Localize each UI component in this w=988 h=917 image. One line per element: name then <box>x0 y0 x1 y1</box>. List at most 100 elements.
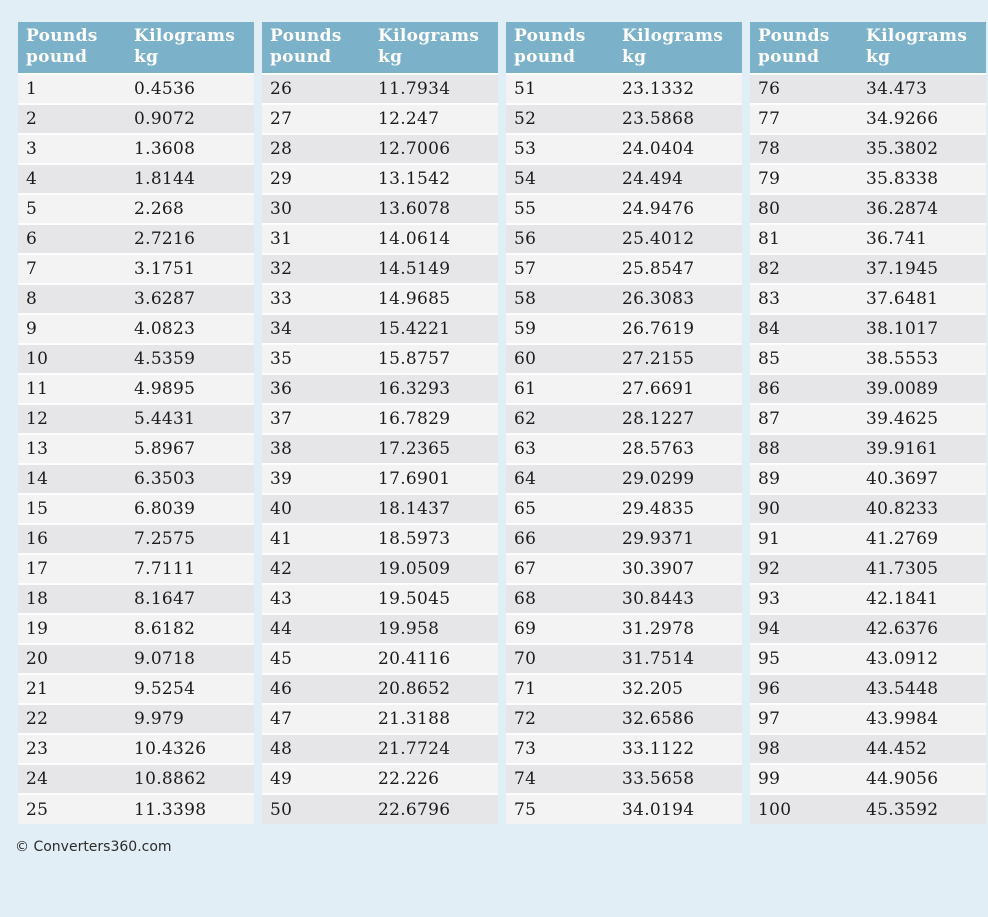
pounds-cell: 59 <box>506 313 614 344</box>
kilograms-cell: 4.5359 <box>126 343 254 374</box>
table-row: 32 14.5149 <box>262 253 498 284</box>
kilograms-cell: 1.8144 <box>126 163 254 194</box>
table-row: 11 4.9895 <box>18 373 254 404</box>
pounds-cell: 24 <box>18 763 126 794</box>
pounds-cell: 19 <box>18 613 126 644</box>
pounds-cell: 32 <box>262 253 370 284</box>
kilograms-cell: 15.8757 <box>370 343 498 374</box>
kilograms-cell: 43.0912 <box>858 643 986 674</box>
table-header-row: Pounds pound Kilograms kg <box>750 22 986 74</box>
table-row: 5 2.268 <box>18 193 254 224</box>
kilograms-cell: 39.0089 <box>858 373 986 404</box>
kilograms-cell: 33.1122 <box>614 733 742 764</box>
pounds-cell: 27 <box>262 103 370 134</box>
pounds-cell: 10 <box>18 343 126 374</box>
kilograms-cell: 43.9984 <box>858 703 986 734</box>
kilograms-cell: 17.6901 <box>370 463 498 494</box>
table-row: 37 16.7829 <box>262 403 498 434</box>
pounds-cell: 90 <box>750 493 858 524</box>
table-row: 31 14.0614 <box>262 223 498 254</box>
kilograms-cell: 38.1017 <box>858 313 986 344</box>
kilograms-cell: 42.6376 <box>858 613 986 644</box>
pounds-cell: 1 <box>18 73 126 104</box>
table-row: 45 20.4116 <box>262 643 498 674</box>
pounds-cell: 7 <box>18 253 126 284</box>
kilograms-cell: 1.3608 <box>126 133 254 164</box>
pounds-cell: 20 <box>18 643 126 674</box>
kilograms-cell: 34.9266 <box>858 103 986 134</box>
table-row: 79 35.8338 <box>750 163 986 194</box>
kilograms-cell: 38.5553 <box>858 343 986 374</box>
kilograms-cell: 25.8547 <box>614 253 742 284</box>
pounds-cell: 2 <box>18 103 126 134</box>
table-row: 89 40.3697 <box>750 463 986 494</box>
pounds-cell: 61 <box>506 373 614 404</box>
table-row: 57 25.8547 <box>506 253 742 284</box>
kilograms-cell: 21.3188 <box>370 703 498 734</box>
pounds-cell: 55 <box>506 193 614 224</box>
table-row: 10 4.5359 <box>18 343 254 374</box>
table-row: 78 35.3802 <box>750 133 986 164</box>
pounds-cell: 23 <box>18 733 126 764</box>
pounds-cell: 87 <box>750 403 858 434</box>
table-row: 42 19.0509 <box>262 553 498 584</box>
pounds-cell: 100 <box>750 793 858 824</box>
pounds-cell: 3 <box>18 133 126 164</box>
pounds-header-cell: Pounds pound <box>262 22 370 74</box>
kilograms-cell: 0.4536 <box>126 73 254 104</box>
kilograms-cell: 26.3083 <box>614 283 742 314</box>
pounds-cell: 9 <box>18 313 126 344</box>
kilograms-cell: 13.6078 <box>370 193 498 224</box>
pounds-cell: 8 <box>18 283 126 314</box>
pounds-cell: 29 <box>262 163 370 194</box>
pounds-cell: 52 <box>506 103 614 134</box>
pounds-header-cell: Pounds pound <box>750 22 858 74</box>
kilograms-cell: 6.8039 <box>126 493 254 524</box>
pounds-cell: 78 <box>750 133 858 164</box>
pounds-cell: 21 <box>18 673 126 704</box>
pounds-cell: 76 <box>750 73 858 104</box>
pounds-cell: 49 <box>262 763 370 794</box>
table-header-row: Pounds pound Kilograms kg <box>506 22 742 74</box>
pounds-cell: 16 <box>18 523 126 554</box>
table-row: 56 25.4012 <box>506 223 742 254</box>
table-row: 98 44.452 <box>750 733 986 764</box>
pounds-cell: 66 <box>506 523 614 554</box>
table-row: 80 36.2874 <box>750 193 986 224</box>
pounds-cell: 39 <box>262 463 370 494</box>
pounds-cell: 89 <box>750 463 858 494</box>
kilograms-cell: 37.1945 <box>858 253 986 284</box>
table-row: 97 43.9984 <box>750 703 986 734</box>
table-row: 41 18.5973 <box>262 523 498 554</box>
pounds-cell: 75 <box>506 793 614 824</box>
pounds-cell: 53 <box>506 133 614 164</box>
kilograms-cell: 29.9371 <box>614 523 742 554</box>
kilograms-cell: 12.7006 <box>370 133 498 164</box>
table-row: 54 24.494 <box>506 163 742 194</box>
table-row: 58 26.3083 <box>506 283 742 314</box>
kilograms-cell: 17.2365 <box>370 433 498 464</box>
table-row: 12 5.4431 <box>18 403 254 434</box>
kilograms-cell: 43.5448 <box>858 673 986 704</box>
pounds-cell: 42 <box>262 553 370 584</box>
kilograms-header-cell: Kilograms kg <box>858 22 986 74</box>
table-row: 81 36.741 <box>750 223 986 254</box>
kilograms-cell: 19.0509 <box>370 553 498 584</box>
kilograms-cell: 41.2769 <box>858 523 986 554</box>
pounds-cell: 57 <box>506 253 614 284</box>
table-row: 8 3.6287 <box>18 283 254 314</box>
conversion-table: Pounds pound Kilograms kg 51 23.1332 52 23.5868… <box>506 22 742 824</box>
table-row: 13 5.8967 <box>18 433 254 464</box>
pounds-cell: 18 <box>18 583 126 614</box>
pounds-cell: 79 <box>750 163 858 194</box>
pounds-cell: 37 <box>262 403 370 434</box>
pounds-cell: 11 <box>18 373 126 404</box>
pounds-cell: 81 <box>750 223 858 254</box>
pounds-cell: 58 <box>506 283 614 314</box>
table-row: 24 10.8862 <box>18 763 254 794</box>
kilograms-cell: 28.5763 <box>614 433 742 464</box>
pounds-cell: 91 <box>750 523 858 554</box>
pounds-cell: 72 <box>506 703 614 734</box>
kilograms-cell: 10.4326 <box>126 733 254 764</box>
kilograms-cell: 26.7619 <box>614 313 742 344</box>
